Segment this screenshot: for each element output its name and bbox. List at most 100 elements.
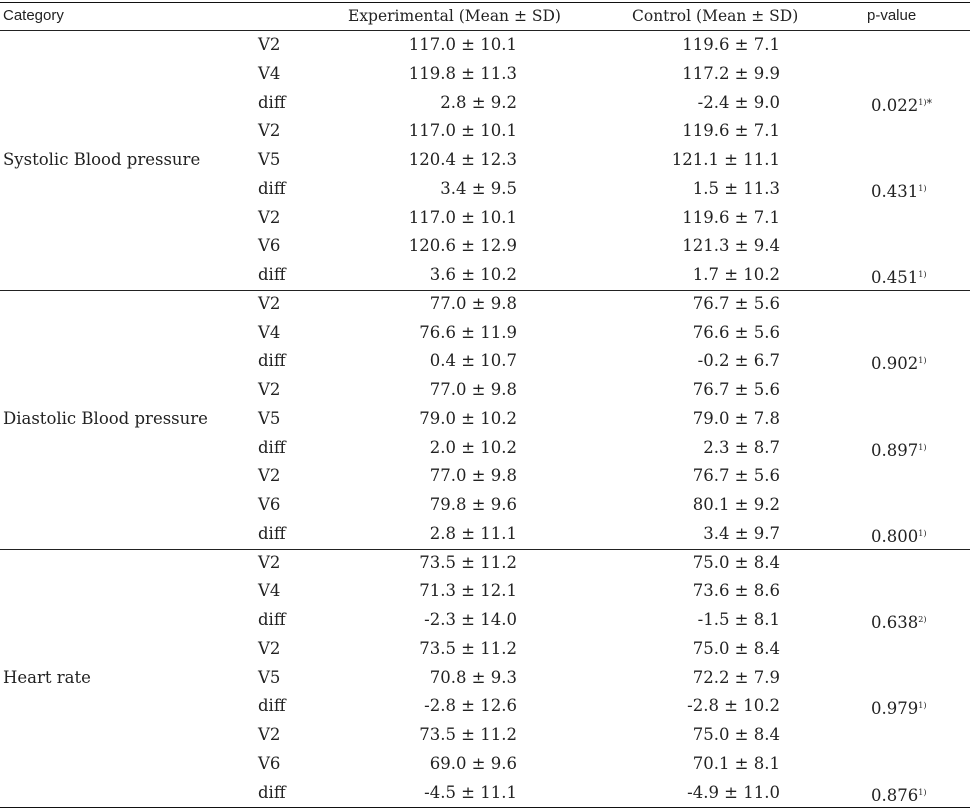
table-row: V2 73.5 ± 11.2 75.0 ± 8.4 [0,549,973,578]
visit-cell: V2 [258,549,280,578]
experimental-cell: 77.0 ± 9.8 [430,290,517,319]
visit-cell: V2 [258,117,280,146]
control-cell: 75.0 ± 8.4 [693,721,780,750]
visit-cell: diff [258,434,286,463]
visit-cell: V2 [258,721,280,750]
control-cell: -4.9 ± 11.0 [687,779,780,808]
pvalue-cell: 0.8001) [871,520,926,552]
visit-cell: V4 [258,319,280,348]
experimental-cell: 3.6 ± 10.2 [430,261,517,290]
experimental-cell: 3.4 ± 9.5 [440,175,517,204]
pvalue-cell: 0.0221)* [871,89,932,121]
experimental-cell: 0.4 ± 10.7 [430,347,517,376]
control-cell: -2.4 ± 9.0 [698,89,780,118]
experimental-cell: -2.8 ± 12.6 [424,692,517,721]
control-cell: 1.5 ± 11.3 [693,175,780,204]
footnote-marker: 1) [918,356,926,365]
experimental-cell: 76.6 ± 11.9 [419,319,517,348]
visit-cell: V4 [258,60,280,89]
visit-cell: V6 [258,232,280,261]
experimental-cell: 2.0 ± 10.2 [430,434,517,463]
control-cell: -1.5 ± 8.1 [698,606,780,635]
experimental-cell: 120.4 ± 12.3 [409,146,517,175]
control-cell: 70.1 ± 8.1 [693,750,780,779]
footnote-marker: 1) [918,701,926,710]
visit-cell: V2 [258,31,280,60]
experimental-cell: 117.0 ± 10.1 [409,117,517,146]
footnote-marker: 1) [918,184,926,193]
control-cell: 3.4 ± 9.7 [703,520,780,549]
experimental-cell: 73.5 ± 11.2 [419,635,517,664]
experimental-cell: 73.5 ± 11.2 [419,549,517,578]
experimental-cell: 69.0 ± 9.6 [430,750,517,779]
group-label: Heart rate [3,668,91,688]
footnote-marker: 1) [918,788,926,797]
pvalue-cell: 0.8761) [871,779,926,810]
experimental-cell: 73.5 ± 11.2 [419,721,517,750]
experimental-cell: 77.0 ± 9.8 [430,376,517,405]
control-cell: 79.0 ± 7.8 [693,405,780,434]
visit-cell: diff [258,606,286,635]
visit-cell: diff [258,779,286,808]
bottom-rule [0,807,970,808]
control-cell: 76.7 ± 5.6 [693,462,780,491]
group-label: Systolic Blood pressure [3,150,200,170]
visit-cell: diff [258,520,286,549]
visit-cell: V2 [258,204,280,233]
visit-cell: V2 [258,376,280,405]
table-row: diff 2.8 ± 9.2 -2.4 ± 9.0 0.0221)* [0,89,973,118]
experimental-cell: 2.8 ± 11.1 [430,520,517,549]
footnote-marker: 1) [918,270,926,279]
table-row: diff 2.8 ± 11.1 3.4 ± 9.7 0.8001) [0,520,973,549]
experimental-cell: 79.0 ± 10.2 [419,405,517,434]
significance-marker: * [926,97,932,110]
table-row: diff 3.4 ± 9.5 1.5 ± 11.3 0.4311) [0,175,973,204]
visit-cell: diff [258,175,286,204]
visit-cell: V6 [258,491,280,520]
visit-cell: diff [258,89,286,118]
visit-cell: V5 [258,146,280,175]
table-row: V2 73.5 ± 11.2 75.0 ± 8.4 [0,721,973,750]
footnote-marker: 1) [918,443,926,452]
control-cell: 121.3 ± 9.4 [682,232,780,261]
table-row: V2 77.0 ± 9.8 76.7 ± 5.6 [0,462,973,491]
visit-cell: V2 [258,635,280,664]
experimental-cell: 119.8 ± 11.3 [409,60,517,89]
visit-cell: diff [258,347,286,376]
visit-cell: V2 [258,462,280,491]
table-row: diff 0.4 ± 10.7 -0.2 ± 6.7 0.9021) [0,347,973,376]
experimental-cell: 77.0 ± 9.8 [430,462,517,491]
experimental-cell: 117.0 ± 10.1 [409,31,517,60]
visit-cell: diff [258,261,286,290]
control-cell: 119.6 ± 7.1 [682,31,780,60]
pvalue-cell: 0.8971) [871,434,926,466]
group-label: Diastolic Blood pressure [3,409,208,429]
pvalue-cell: 0.4311) [871,175,926,207]
control-cell: 75.0 ± 8.4 [693,549,780,578]
experimental-cell: 2.8 ± 9.2 [440,89,517,118]
control-cell: 75.0 ± 8.4 [693,635,780,664]
pvalue-cell: 0.6382) [871,606,926,638]
visit-cell: V4 [258,577,280,606]
pvalue-cell: 0.9791) [871,692,926,724]
experimental-cell: 70.8 ± 9.3 [430,664,517,693]
control-cell: 76.7 ± 5.6 [693,376,780,405]
footnote-marker: 1) [918,529,926,538]
table-row: V2 117.0 ± 10.1 119.6 ± 7.1 [0,31,973,60]
control-cell: -0.2 ± 6.7 [698,347,780,376]
control-cell: 80.1 ± 9.2 [693,491,780,520]
header-category: Category [3,6,64,26]
pvalue-cell: 0.9021) [871,347,926,379]
